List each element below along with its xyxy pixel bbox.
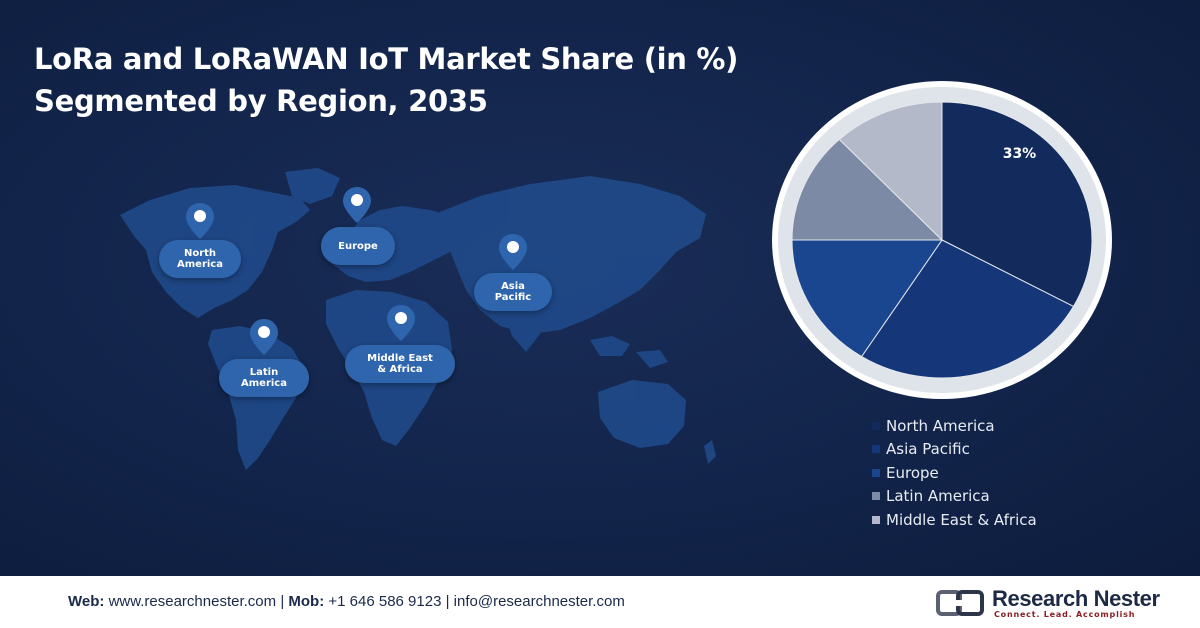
page-title: LoRa and LoRaWAN IoT Market Share (in %)…: [34, 38, 738, 122]
website-link[interactable]: www.researchnester.com: [108, 593, 277, 610]
chart-legend: North America Asia Pacific Europe Latin Ame…: [872, 414, 1037, 532]
email-link[interactable]: info@researchnester.com: [453, 593, 625, 610]
region-label-europe: Europe: [321, 227, 395, 265]
research-nester-logo: Research Nester Connect. Lead. Accomplis…: [936, 586, 1160, 620]
region-label-latin-america: Latin America: [219, 359, 309, 397]
legend-item: Asia Pacific: [872, 438, 1037, 462]
legend-swatch: [872, 445, 880, 454]
pie-slice-europe: [791, 239, 943, 358]
legend-swatch: [872, 421, 880, 430]
region-label-asia-pacific: Asia Pacific: [474, 273, 552, 311]
pie-slice-north-america: [941, 101, 1093, 308]
title-line-1: LoRa and LoRaWAN IoT Market Share (in %): [34, 42, 739, 76]
legend-swatch: [872, 492, 880, 501]
legend-label: North America: [886, 416, 995, 435]
legend-item: Middle East & Africa: [872, 508, 1037, 532]
legend-item: North America: [872, 414, 1037, 438]
legend-swatch: [872, 468, 880, 477]
pie-slice-asia-pacific: [860, 239, 1075, 379]
web-label: Web:: [68, 593, 105, 610]
logo-mark-icon: [936, 590, 984, 616]
middle-east-africa-pin-icon: [387, 305, 415, 341]
pie-slice-latin-america: [791, 138, 944, 241]
legend-item: Europe: [872, 461, 1037, 485]
region-label-middle-east-africa: Middle East & Africa: [345, 345, 455, 383]
region-label-north-america: North America: [159, 240, 241, 278]
mob-label: Mob:: [288, 593, 325, 610]
north-america-pin-icon: [186, 203, 214, 239]
infographic-panel: LoRa and LoRaWAN IoT Market Share (in %)…: [0, 0, 1200, 576]
latin-america-pin-icon: [250, 319, 278, 355]
asia-pacific-pin-icon: [499, 234, 527, 270]
legend-label: Europe: [886, 463, 939, 482]
pie-slice-middle-east-africa: [838, 101, 943, 242]
separator: |: [280, 593, 285, 610]
pie-chart: 33%: [772, 81, 1112, 399]
contact-info: Web: www.researchnester.com | Mob: +1 64…: [68, 593, 625, 610]
pie-data-label: 33%: [1003, 146, 1037, 162]
separator: |: [445, 593, 450, 610]
phone-number: +1 646 586 9123: [328, 593, 442, 610]
footer: Web: www.researchnester.com | Mob: +1 64…: [0, 576, 1200, 628]
legend-label: Middle East & Africa: [886, 510, 1037, 529]
legend-item: Latin America: [872, 485, 1037, 509]
legend-swatch: [872, 515, 880, 524]
pie-chart-container: 33%: [770, 80, 1114, 400]
europe-pin-icon: [343, 187, 371, 223]
legend-label: Latin America: [886, 487, 990, 506]
logo-tagline: Connect. Lead. Accomplish: [994, 610, 1136, 619]
logo-name: Research Nester: [992, 586, 1160, 611]
legend-label: Asia Pacific: [886, 440, 970, 459]
title-line-2: Segmented by Region, 2035: [34, 84, 488, 118]
